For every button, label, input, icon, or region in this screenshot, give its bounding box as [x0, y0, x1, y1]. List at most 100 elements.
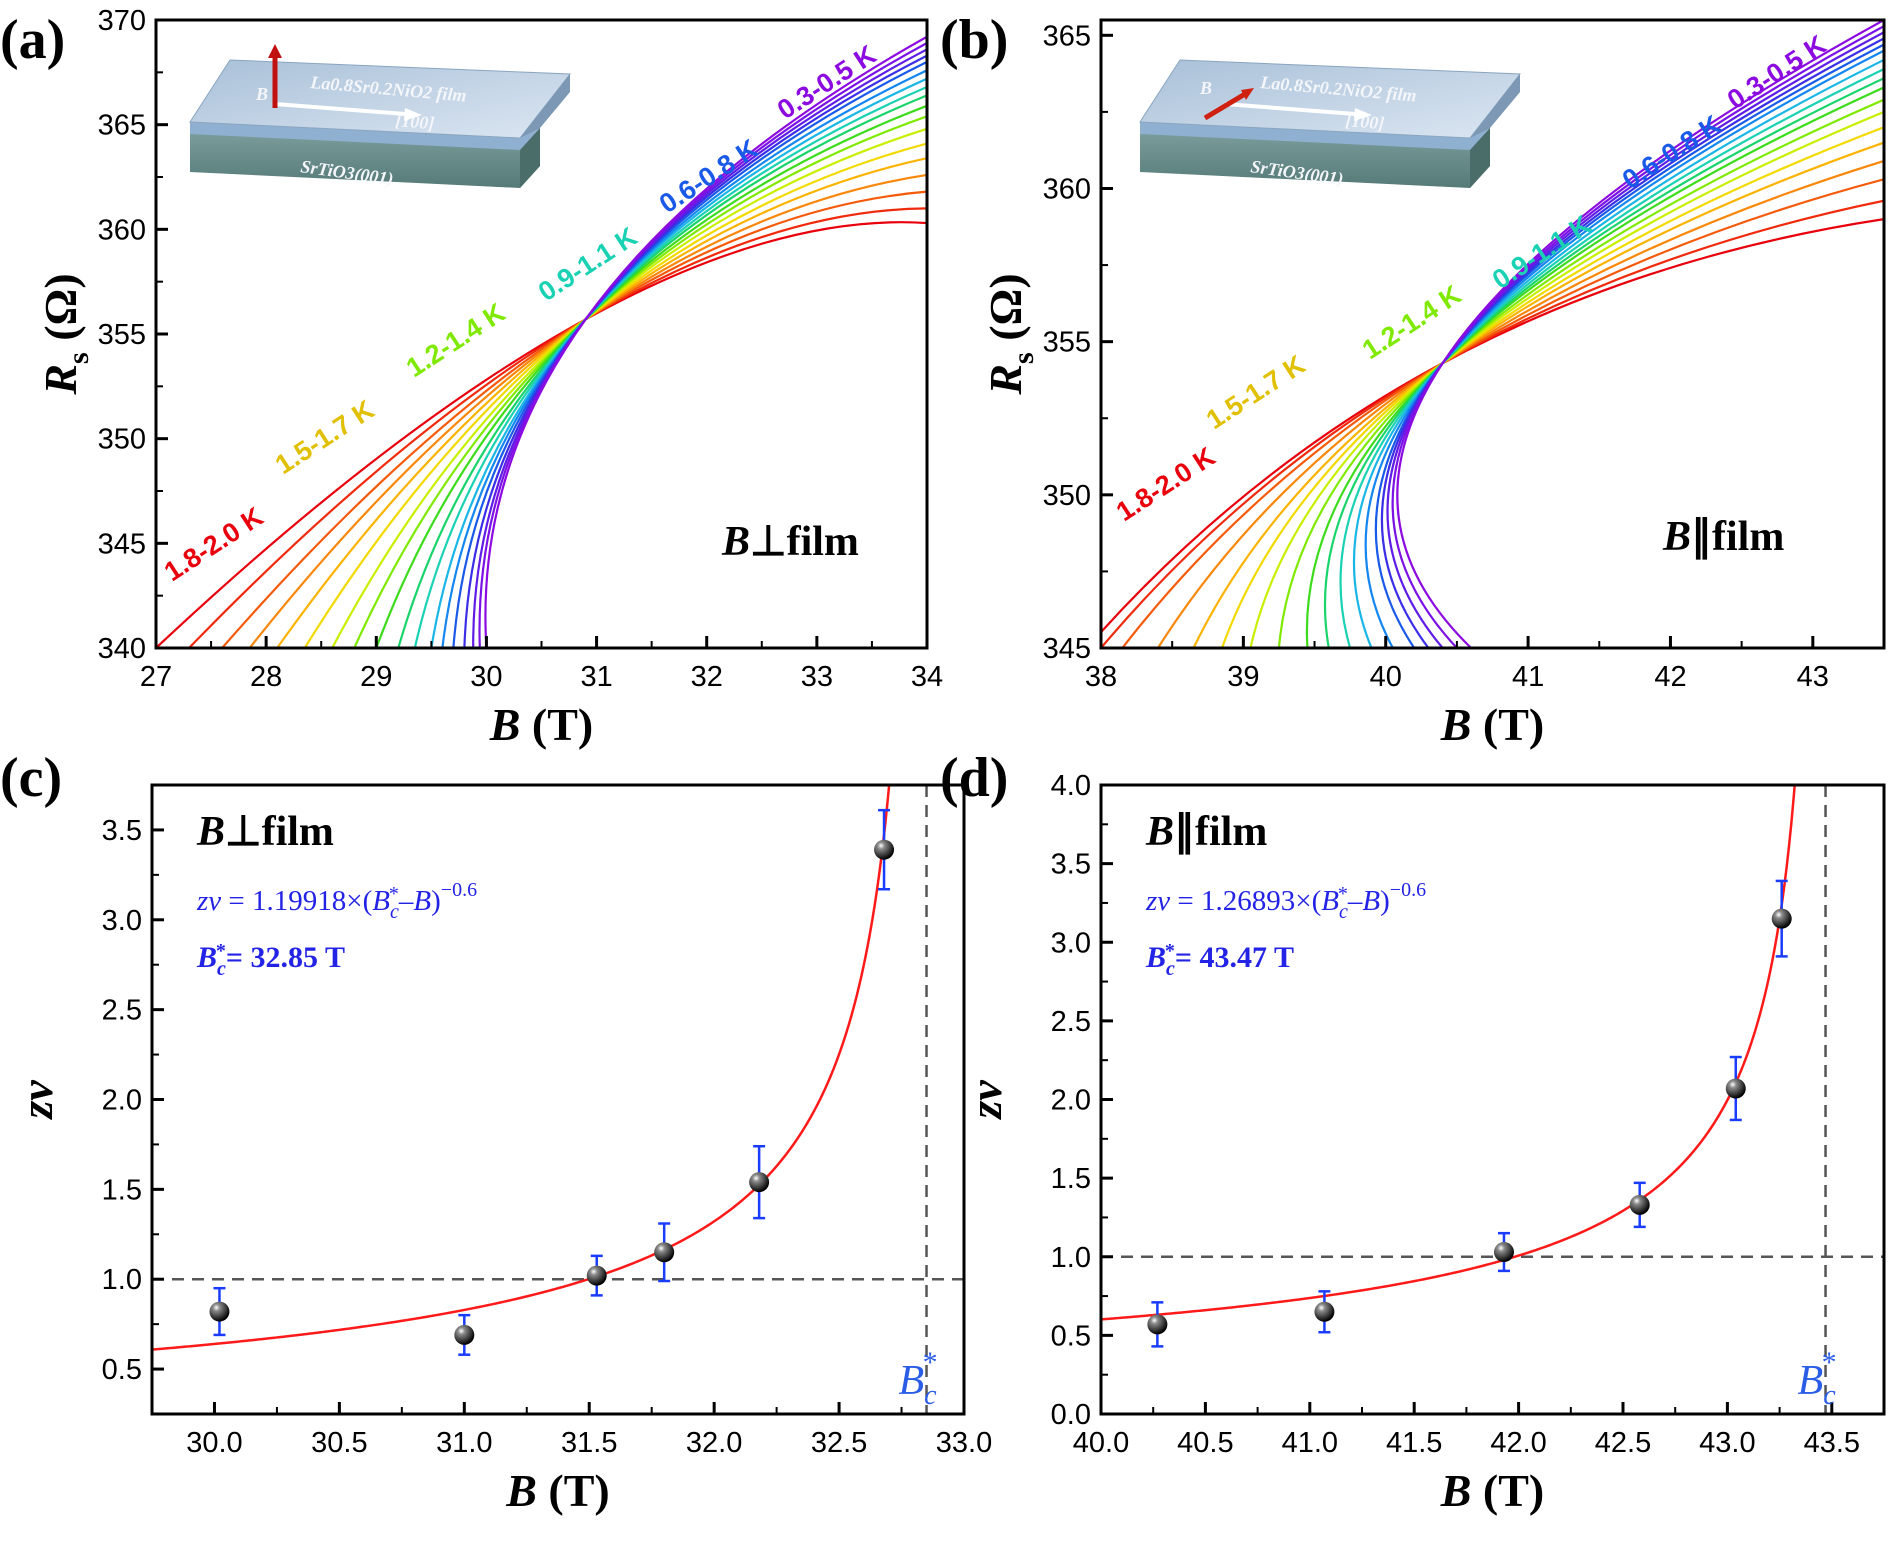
x-axis-var: B [1440, 1465, 1472, 1516]
x-axis-title: B (T) [505, 1465, 610, 1516]
x-tick-label: 31.5 [561, 1427, 617, 1459]
y-tick-label: 365 [98, 110, 146, 142]
y-tick-label: 1.0 [102, 1264, 142, 1296]
y-tick-label: 355 [1043, 327, 1091, 359]
x-tick-label: 43 [1797, 661, 1829, 693]
x-tick-label: 42.5 [1595, 1427, 1651, 1459]
panel-label: (b) [940, 9, 1008, 71]
point-marker [1725, 1078, 1746, 1099]
field-arrow-head [268, 44, 282, 58]
formula-part: = 1.19918×( [221, 885, 372, 917]
current-arrow-head [404, 108, 422, 121]
curve-group [156, 35, 927, 648]
x-tick-label: 27 [140, 661, 172, 693]
x-axis-unit: (T) [548, 1465, 609, 1516]
data-point [1629, 1181, 1650, 1229]
x-tick-label: 40.5 [1177, 1427, 1233, 1459]
x-tick-label: 33.0 [936, 1427, 992, 1459]
x-tick-label: 43.0 [1699, 1427, 1755, 1459]
data-point [1771, 879, 1792, 958]
x-tick-label: 41.5 [1386, 1427, 1442, 1459]
data-point [454, 1313, 475, 1356]
y-axis-unit: (Ω) [980, 273, 1031, 340]
fit-formula: zν = 1.26893×(Bc*–B)−0.6 [1145, 879, 1426, 923]
plot-frame [1099, 783, 1886, 1416]
condition-rest: ∥film [1691, 514, 1784, 560]
panel-a: 27 28 29 30 31 32 33 34 340 345 350 355 360 365 370 (a)… [0, 5, 943, 750]
point-marker [1771, 908, 1792, 929]
field-label: B [1199, 78, 1212, 98]
formula-part: * [389, 883, 399, 905]
x-tick-label: 41 [1512, 661, 1544, 693]
point-marker [209, 1301, 230, 1322]
formula-part: −0.6 [441, 879, 477, 901]
spacer [537, 1465, 549, 1516]
y-tick-label: 340 [98, 633, 146, 665]
formula-part: = 1.26893×( [1170, 885, 1321, 917]
condition-var: B [1145, 809, 1174, 855]
y-tick-label: 4.0 [1051, 770, 1091, 802]
y-tick-label: 365 [1043, 20, 1091, 52]
panel-label: (c) [0, 747, 62, 809]
resistance-curve [1101, 218, 1884, 634]
temperature-band-label: 1.8-2.0 K [1111, 441, 1221, 527]
bc-subscript: c [217, 958, 226, 980]
y-tick-label: 2.5 [102, 995, 142, 1027]
x-tick-label: 42 [1654, 661, 1686, 693]
y-axis-title: Rs (Ω) [35, 273, 95, 395]
substrate-end [1470, 126, 1490, 188]
x-tick-label: 32 [691, 661, 723, 693]
substrate-end [520, 126, 540, 188]
field-arrow [1203, 91, 1247, 121]
y-tick-label: 1.5 [1051, 1163, 1091, 1195]
x-tick-label: 33 [801, 661, 833, 693]
data-point [654, 1222, 675, 1283]
condition-label: B∥film [1145, 809, 1267, 855]
curve-group [1101, 20, 1884, 648]
bc-corner-sub: c [924, 1380, 937, 1411]
point-marker [1629, 1194, 1650, 1215]
field-label: B [255, 84, 268, 104]
current-arrow [1224, 102, 1356, 116]
y-tick-label: 3.0 [102, 905, 142, 937]
data-point [874, 808, 895, 891]
sample-inset: SrTiO3(001)La0.8Sr0.2NiO2 film[100]B [189, 44, 571, 190]
condition-var: B [1662, 514, 1691, 560]
x-tick-label: 41.0 [1282, 1427, 1338, 1459]
bc-value: = 43.47 T [1175, 941, 1294, 974]
data-point [586, 1254, 607, 1297]
resistance-curve [353, 115, 927, 648]
data-point [749, 1144, 770, 1220]
condition-rest: ⊥film [750, 519, 859, 565]
x-tick-label: 39 [1227, 661, 1259, 693]
x-tick-label: 32.0 [686, 1427, 742, 1459]
formula-part: – [1347, 885, 1363, 917]
condition-var: B [721, 519, 750, 565]
y-tick-label: 360 [98, 214, 146, 246]
film-edge [1140, 116, 1490, 150]
x-axis-title: B (T) [1440, 1465, 1545, 1516]
formula-part: B [1362, 885, 1380, 917]
point-marker [1493, 1242, 1514, 1263]
panel-label: (d) [940, 747, 1008, 809]
x-tick-label: 40.0 [1073, 1427, 1129, 1459]
film-edge [190, 116, 540, 150]
resistance-curve [1220, 126, 1884, 648]
y-tick-label: 2.0 [102, 1085, 142, 1117]
plot-frame [1099, 18, 1886, 650]
field-arrow-head [1241, 88, 1254, 100]
y-tick-label: 2.0 [1051, 1085, 1091, 1117]
formula-part: ) [1380, 885, 1390, 917]
formula-part: ) [431, 885, 441, 917]
formula-part: B [1321, 885, 1339, 917]
bc-corner-sub: c [1823, 1380, 1836, 1411]
y-tick-label: 345 [1043, 633, 1091, 665]
x-tick-label: 38 [1085, 661, 1117, 693]
spacer [520, 699, 532, 750]
x-axis-unit: (T) [1483, 699, 1544, 750]
y-axis-title: Rs (Ω) [980, 273, 1040, 395]
substrate-side [1140, 126, 1490, 188]
formula-part: −0.6 [1390, 879, 1426, 901]
y-axis-title: zν [11, 1080, 62, 1121]
spacer [1471, 699, 1483, 750]
